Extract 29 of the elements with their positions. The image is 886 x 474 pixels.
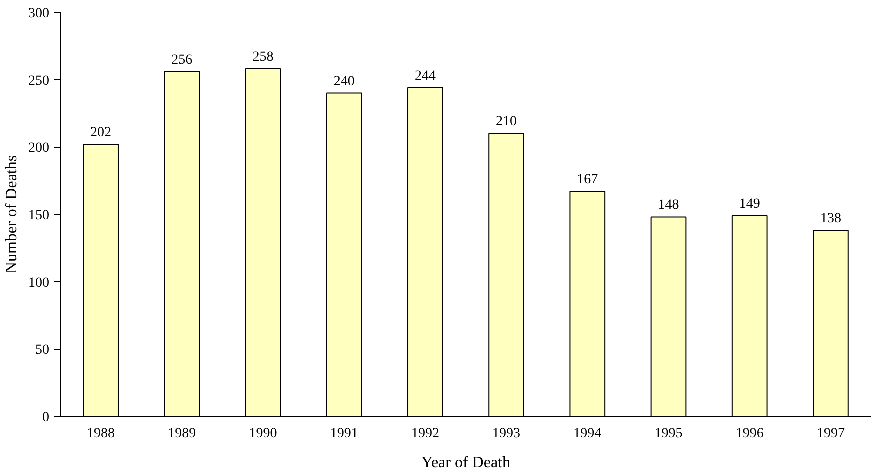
data-label: 240	[334, 74, 355, 90]
y-axis-title: Number of Deaths	[4, 155, 20, 274]
y-tick-label: 0	[42, 410, 50, 426]
data-label: 256	[172, 52, 193, 68]
data-label: 244	[414, 68, 436, 84]
x-tick-label: 1990	[249, 426, 278, 442]
data-label: 148	[658, 198, 680, 214]
data-label: 138	[820, 212, 842, 227]
data-label: 202	[90, 125, 112, 140]
x-tick-label: 1989	[168, 426, 196, 442]
x-tick-label: 1995	[654, 426, 683, 442]
x-tick-label: 1997	[816, 426, 845, 442]
x-tick-label: 1991	[330, 426, 358, 442]
x-tick-label: 1996	[736, 426, 764, 442]
x-tick-label: 1988	[87, 426, 116, 442]
data-label: 149	[739, 196, 760, 212]
y-tick-label: 300	[28, 6, 50, 22]
y-tick-label: 100	[28, 276, 50, 291]
data-label: 210	[496, 114, 518, 130]
y-tick-label: 250	[28, 74, 50, 89]
x-tick-label: 1992	[411, 426, 440, 442]
y-tick-label: 150	[28, 208, 50, 224]
data-label: 167	[577, 172, 598, 188]
data-label: 258	[252, 50, 274, 66]
y-tick-label: 200	[28, 141, 50, 156]
x-axis-title: Year of Death	[421, 454, 511, 472]
y-tick-label: 50	[36, 343, 50, 358]
x-tick-label: 1994	[574, 426, 602, 442]
x-tick-label: 1993	[492, 426, 521, 442]
